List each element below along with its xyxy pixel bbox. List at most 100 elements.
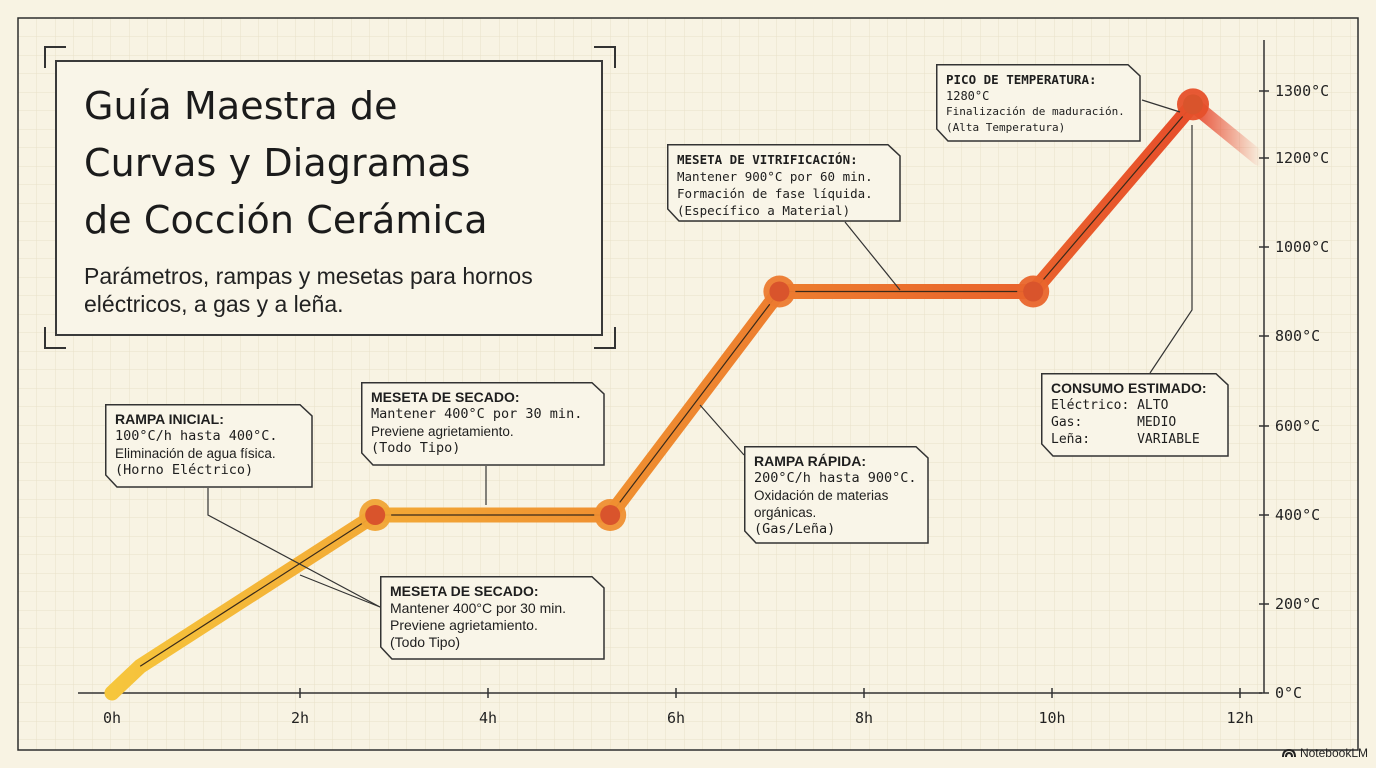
annotation-pico-temperatura: PICO DE TEMPERATURA: 1280°C Finalización d… [936, 64, 1141, 142]
x-tick-label: 10h [1038, 709, 1065, 727]
x-tick-label: 6h [667, 709, 685, 727]
brand-badge: NotebookLM [1281, 746, 1368, 760]
data-point [365, 505, 386, 525]
frame [17, 17, 1359, 751]
annotation-border-shape [936, 64, 1141, 142]
series-line [139, 104, 1194, 667]
annotation-border-shape [361, 382, 605, 466]
leader-line [699, 404, 745, 456]
corner-bracket [44, 327, 66, 349]
annotation-border [380, 576, 605, 660]
title-line: Curvas y Diagramas [84, 141, 471, 185]
title-line: Guía Maestra de [84, 84, 398, 128]
y-tick-label: 400°C [1275, 506, 1320, 524]
annotation-line: (Específico a Material) [677, 203, 851, 218]
annotation-rampa-rapida: RAMPA RÁPIDA: 200°C/h hasta 900°C. Oxidaci… [744, 446, 929, 544]
annotation-meseta-secado-2: MESETA DE SECADO: Mantener 400°C por 30 m… [380, 576, 605, 660]
annotation-border [1041, 373, 1229, 457]
annotation-line: (Gas/Leña) [754, 521, 836, 537]
annotation-line: Leña: VARIABLE [1051, 432, 1200, 447]
annotation-border-shape [744, 446, 929, 544]
x-tick-label: 12h [1226, 709, 1253, 727]
annotation-border [361, 382, 605, 466]
data-point [1183, 94, 1203, 115]
corner-bracket [594, 327, 616, 349]
x-tick-label: 8h [855, 709, 873, 727]
y-tick-label: 800°C [1275, 327, 1320, 345]
annotation-meseta-vitrificacion: MESETA DE VITRIFICACIÓN: Mantener 900°C p… [667, 144, 901, 222]
annotation-text: CONSUMO ESTIMADO: Eléctrico: ALTO Gas: MED… [1051, 380, 1207, 448]
x-tick-label: 0h [103, 709, 121, 727]
annotation-text: MESETA DE VITRIFICACIÓN: Mantener 900°C p… [677, 151, 873, 219]
annotation-meseta-secado-1: MESETA DE SECADO: Mantener 400°C por 30 m… [361, 382, 605, 466]
leader-line [207, 488, 381, 608]
annotation-text: MESETA DE SECADO: Mantener 400°C por 30 m… [390, 583, 566, 651]
leader-line [1149, 125, 1193, 374]
leader-line [1141, 99, 1181, 113]
annotation-line: 100°C/h hasta 400°C. [115, 428, 278, 444]
annotation-line: Mantener 900°C por 60 min. [677, 169, 873, 184]
annotation-heading: RAMPA INICIAL: [115, 411, 224, 427]
annotation-heading: MESETA DE VITRIFICACIÓN: [677, 152, 858, 167]
annotation-heading: MESETA DE SECADO: [390, 583, 539, 599]
annotation-line: Oxidación de materias [754, 488, 889, 503]
leader-line [299, 574, 381, 608]
annotation-line: Finalización de maduración. [946, 105, 1125, 118]
annotation-line: Mantener 400°C por 30 min. [390, 600, 567, 616]
title-panel: Guía Maestra de Curvas y Diagramas de Co… [55, 60, 603, 336]
annotation-text: RAMPA INICIAL: 100°C/h hasta 400°C. Elimin… [115, 411, 278, 479]
y-tick-label: 1300°C [1275, 82, 1329, 100]
annotation-line: (Todo Tipo) [371, 440, 461, 456]
annotation-border [744, 446, 929, 544]
annotation-heading: CONSUMO ESTIMADO: [1051, 380, 1207, 396]
annotation-line: Previene agrietamiento. [390, 617, 538, 633]
annotation-rampa-inicial: RAMPA INICIAL: 100°C/h hasta 400°C. Elimin… [105, 404, 313, 488]
annotation-text: PICO DE TEMPERATURA: 1280°C Finalización d… [946, 71, 1125, 136]
annotation-heading: PICO DE TEMPERATURA: [946, 72, 1097, 87]
annotation-line: Gas: MEDIO [1051, 415, 1177, 430]
annotation-line: orgánicas. [754, 505, 817, 520]
data-point [1023, 281, 1044, 302]
x-tick-label: 4h [479, 709, 497, 727]
annotation-line: Mantener 400°C por 30 min. [371, 406, 583, 422]
data-point [600, 505, 621, 525]
annotation-text: RAMPA RÁPIDA: 200°C/h hasta 900°C. Oxidaci… [754, 453, 917, 538]
x-tick-label: 2h [291, 709, 309, 727]
annotation-heading: RAMPA RÁPIDA: [754, 453, 866, 469]
annotation-border-shape [380, 576, 605, 660]
y-tick-label: 1000°C [1275, 238, 1329, 256]
brand-label: NotebookLM [1299, 746, 1368, 760]
annotation-line: Previene agrietamiento. [371, 424, 514, 439]
y-tick-label: 1200°C [1275, 149, 1329, 167]
annotation-line: 200°C/h hasta 900°C. [754, 470, 917, 486]
title-line: de Cocción Cerámica [84, 198, 488, 242]
annotation-line: 1280°C [946, 89, 990, 103]
annotation-line: (Alta Temperatura) [946, 121, 1066, 134]
notebooklm-icon [1281, 748, 1296, 758]
annotation-consumo-estimado: CONSUMO ESTIMADO: Eléctrico: ALTO Gas: MED… [1041, 373, 1229, 457]
annotation-line: Formación de fase líquida. [677, 186, 873, 201]
subtitle: Parámetros, rampas y mesetas para hornos… [84, 262, 601, 318]
data-point [769, 281, 790, 302]
annotation-line: (Horno Eléctrico) [115, 462, 254, 478]
annotation-heading: MESETA DE SECADO: [371, 389, 520, 405]
annotation-border [936, 64, 1141, 142]
annotation-border-shape [105, 404, 313, 488]
page-title: Guía Maestra de Curvas y Diagramas de Co… [84, 78, 601, 249]
annotation-border-shape [667, 144, 901, 222]
annotation-border-shape [1041, 373, 1229, 457]
corner-bracket [594, 46, 616, 68]
subtitle-line: Parámetros, rampas y mesetas para hornos [84, 263, 533, 289]
annotation-text: MESETA DE SECADO: Mantener 400°C por 30 m… [371, 389, 582, 457]
annotation-line: Eléctrico: ALTO [1051, 398, 1169, 413]
corner-bracket [44, 46, 66, 68]
y-tick-label: 0°C [1275, 684, 1302, 702]
annotation-line: (Todo Tipo) [390, 634, 461, 650]
annotation-line: Eliminación de agua física. [115, 446, 276, 461]
annotation-border [105, 404, 313, 488]
y-tick-label: 200°C [1275, 595, 1320, 613]
annotation-border [667, 144, 901, 222]
subtitle-line: eléctricos, a gas y a leña. [84, 291, 344, 317]
y-tick-label: 600°C [1275, 417, 1320, 435]
